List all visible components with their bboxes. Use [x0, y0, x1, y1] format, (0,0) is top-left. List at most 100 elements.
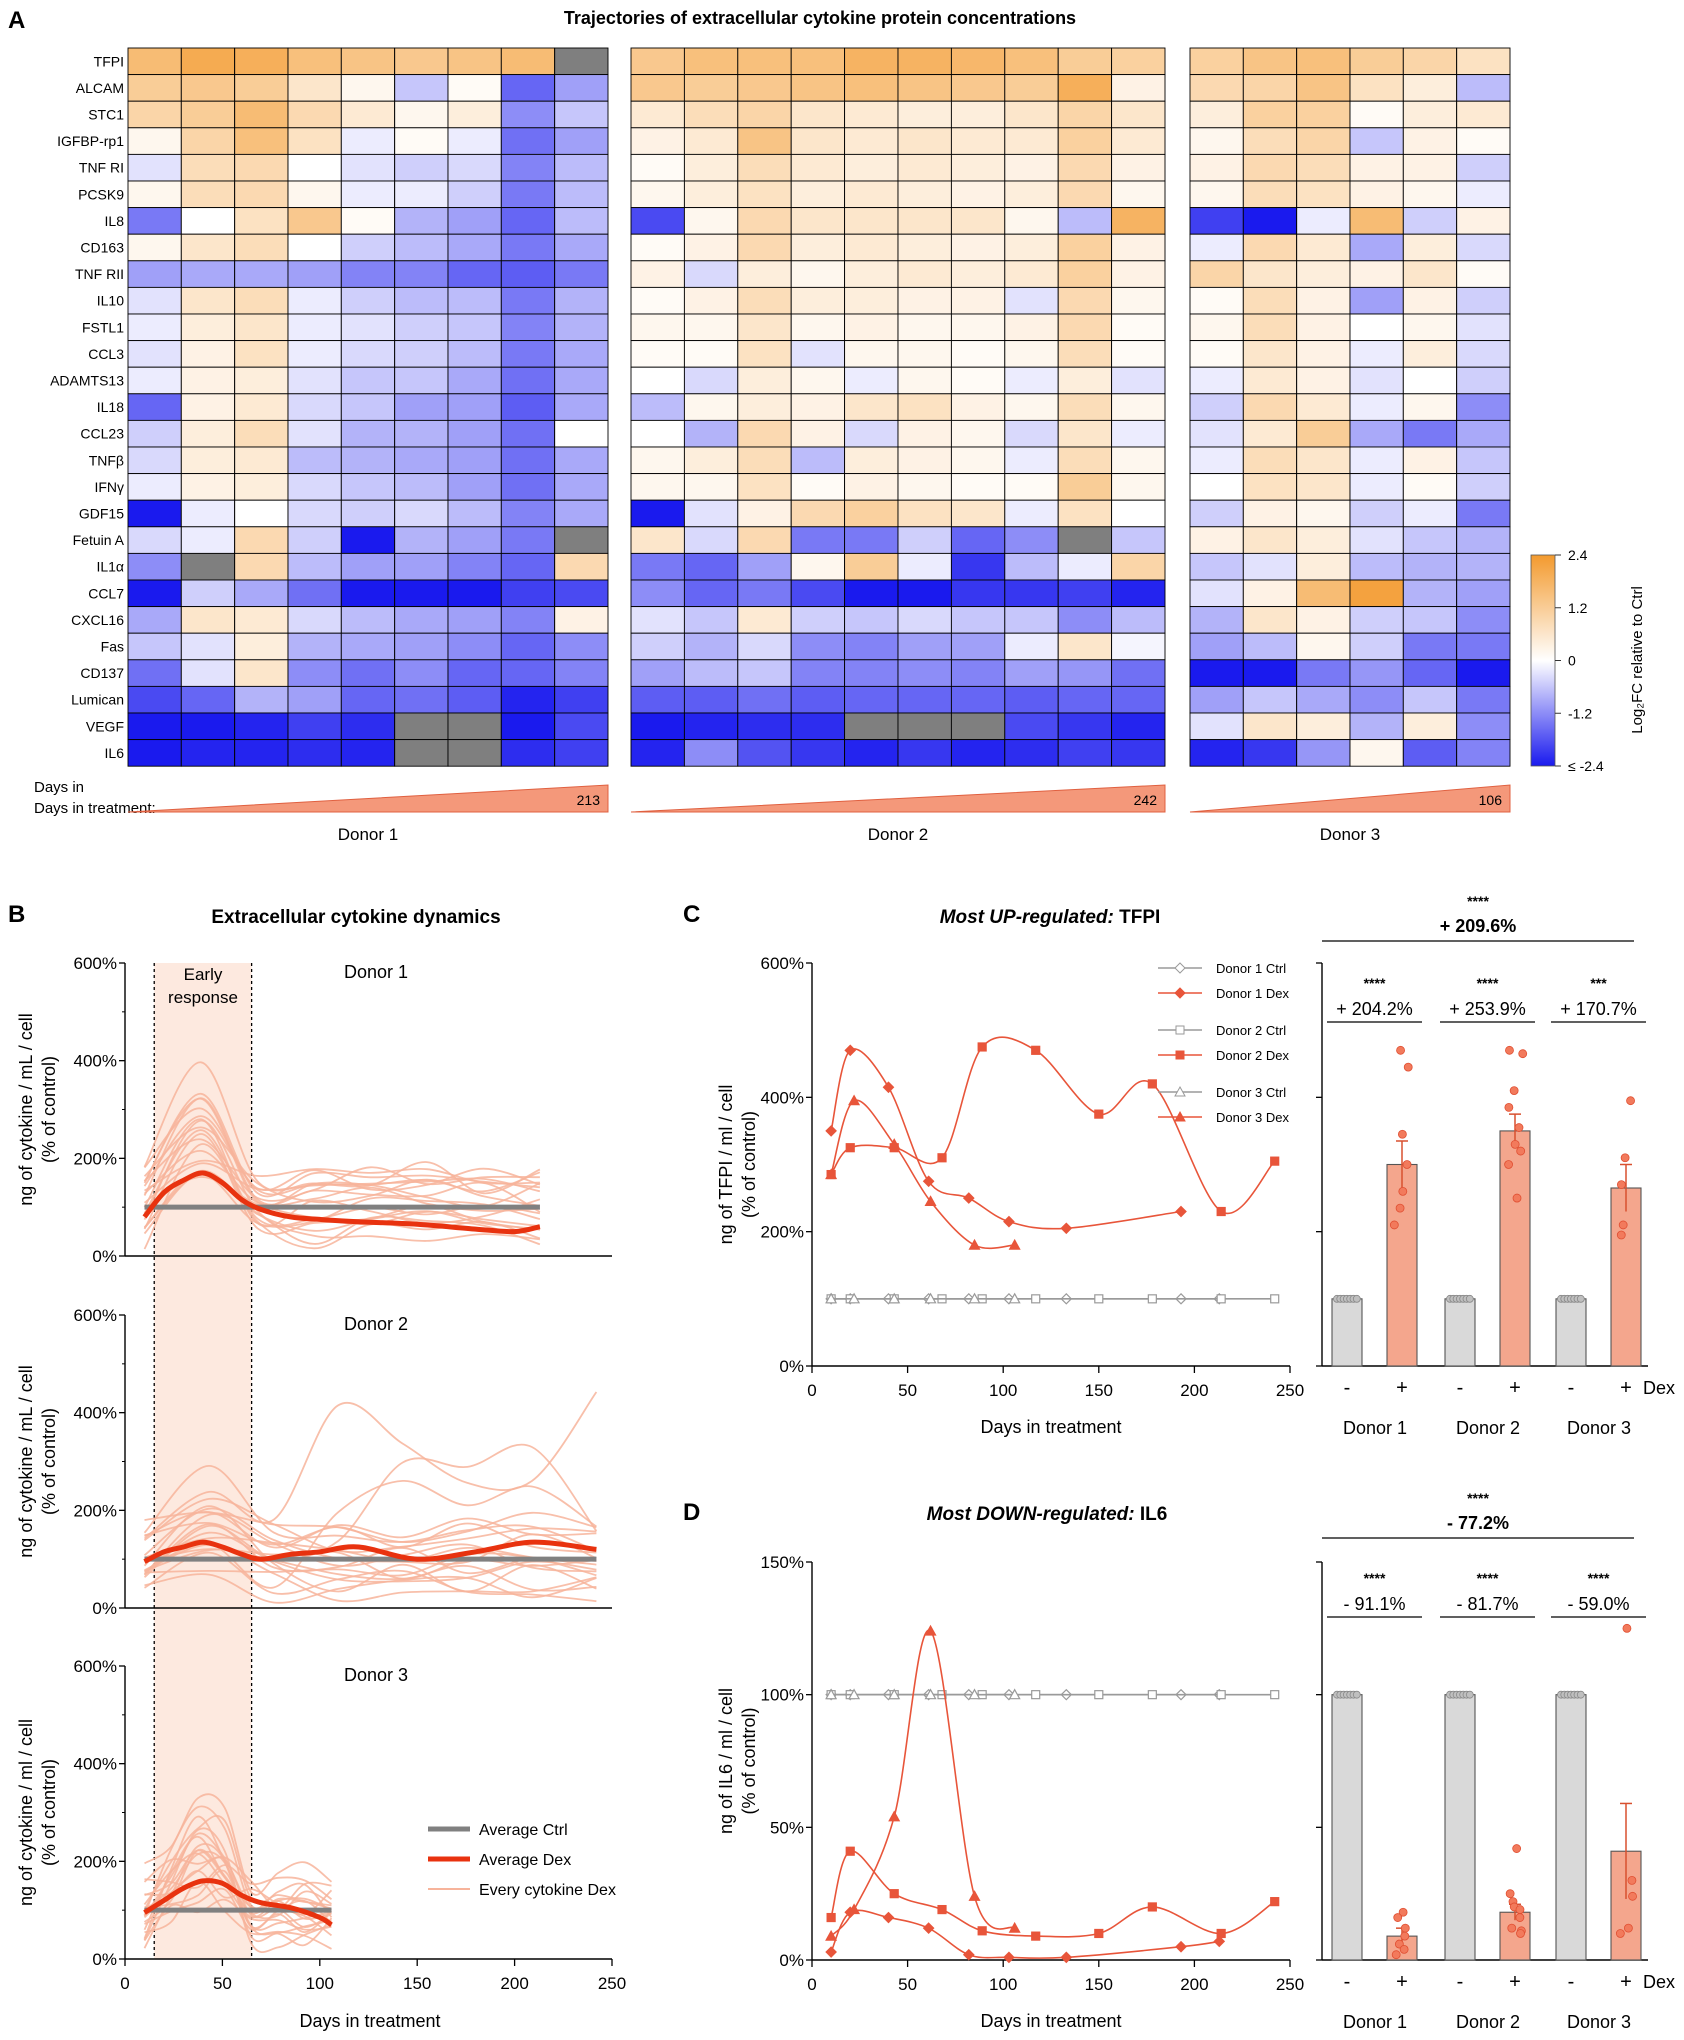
heatmap-cell [844, 74, 899, 102]
heatmap-cell [1057, 47, 1113, 76]
early-response-label-1: Early [184, 965, 223, 984]
heatmap-cell [1402, 260, 1458, 288]
heatmap-cell [737, 659, 792, 687]
dex-point [1389, 1220, 1399, 1230]
heatmap-cell [1349, 473, 1404, 501]
x-tick-label: 0 [807, 1975, 816, 1994]
heatmap-cell [500, 47, 556, 76]
heatmap-cell [287, 207, 342, 235]
heatmap-cell [1402, 712, 1458, 741]
heatmap-cell [554, 606, 609, 634]
title-italic: Most DOWN-regulated: [927, 1504, 1140, 1525]
heatmap-cell [1456, 499, 1511, 528]
heatmap-cell [630, 579, 685, 608]
heatmap-cell [1004, 632, 1059, 661]
heatmap-cell [1057, 74, 1113, 102]
data-point [1094, 1294, 1104, 1304]
heatmap-cell [1242, 739, 1298, 767]
heatmap-cell [554, 233, 609, 262]
row-label-1: ALCAM [76, 80, 124, 96]
ctrl-tick-label: - [1457, 1971, 1464, 1993]
heatmap-cell [1456, 127, 1511, 155]
heatmap-cell [1242, 552, 1298, 581]
legend-label: Average Dex [479, 1852, 571, 1869]
heatmap-cell [1456, 233, 1511, 262]
heatmap-cell [630, 47, 685, 76]
heatmap-cell [500, 127, 556, 155]
y-tick-label: 200% [74, 1852, 117, 1871]
heatmap-cell [500, 606, 556, 634]
dex-point [1514, 1123, 1524, 1132]
heatmap-cell [1111, 606, 1166, 634]
heatmap-cell [180, 685, 236, 714]
heatmap-cell [127, 153, 182, 182]
panel-label-a: A [8, 7, 25, 34]
heatmap-cell [500, 473, 556, 501]
row-label-14: CCL23 [80, 426, 124, 442]
data-point [882, 1911, 895, 1924]
heatmap-cell [447, 739, 502, 767]
heatmap-cell [340, 632, 396, 661]
heatmap-cell [790, 340, 846, 368]
x-axis-label: Days in treatment [980, 2011, 1121, 2031]
heatmap-cell [1456, 659, 1511, 687]
heatmap-cell [1349, 712, 1404, 741]
data-point [1147, 1294, 1157, 1304]
y-axis-label-1: ng of cytokine / mL / cell [16, 1365, 36, 1557]
heatmap-cell [180, 286, 236, 315]
heatmap-cell [630, 606, 685, 634]
data-point [1031, 1931, 1041, 1941]
heatmap-cell [127, 579, 182, 608]
heatmap-cell [950, 685, 1006, 714]
y-axis-label-2: (% of control) [739, 1707, 759, 1814]
heatmap-cell [1349, 579, 1404, 608]
heatmap-cell [630, 366, 685, 395]
ctrl-point [1352, 1294, 1361, 1303]
data-point [1147, 1079, 1157, 1089]
heatmap-cell [1349, 47, 1404, 76]
series-line-donor-2-dex [830, 1036, 1276, 1215]
heatmap-cell [737, 739, 792, 767]
heatmap-cell [1456, 393, 1511, 421]
heatmap-cell [127, 100, 182, 129]
heatmap-cell [554, 74, 609, 102]
heatmap-cell [500, 632, 556, 661]
legend-marker [1174, 987, 1186, 999]
heatmap-cell [394, 579, 449, 608]
heatmap-cell [1189, 100, 1244, 129]
y-tick-label: 400% [74, 1052, 117, 1071]
heatmap-cell [790, 207, 846, 235]
heatmap-cell [1004, 260, 1059, 288]
heatmap-cell [1111, 393, 1166, 421]
heatmap-cell [1189, 499, 1244, 528]
series-line-donor-3-dex [830, 1099, 1015, 1250]
heatmap-cell [234, 74, 289, 102]
heatmap-cell [234, 685, 289, 714]
panel-label-c: C [683, 901, 700, 928]
percent-change: - 59.0% [1567, 1594, 1629, 1614]
heatmap-cell [287, 286, 342, 315]
percent-change: - 81.7% [1456, 1594, 1518, 1614]
heatmap-cell [1456, 47, 1511, 76]
data-point [1060, 1951, 1073, 1964]
heatmap-cell [1402, 473, 1458, 501]
heatmap-cell [447, 340, 502, 368]
data-point [1008, 1921, 1021, 1933]
heatmap-cell [1456, 100, 1511, 129]
data-point [922, 1922, 935, 1935]
heatmap-cell [394, 47, 449, 76]
heatmap-cell [844, 685, 899, 714]
heatmap-cell [1349, 739, 1404, 767]
heatmap-cell [234, 446, 289, 475]
heatmap-cell [554, 739, 609, 767]
heatmap-cell [180, 606, 236, 634]
title-plain: TFPI [1119, 907, 1160, 928]
average-dex-line [143, 1878, 333, 1927]
row-label-4: TNF RI [79, 160, 124, 176]
dex-point [1628, 1891, 1637, 1901]
heatmap-cell [1004, 659, 1059, 687]
heatmap-cell [1349, 100, 1404, 129]
dex-point [1395, 1203, 1405, 1213]
donor-label: Donor 3 [344, 1665, 408, 1685]
heatmap-cell [340, 260, 396, 288]
